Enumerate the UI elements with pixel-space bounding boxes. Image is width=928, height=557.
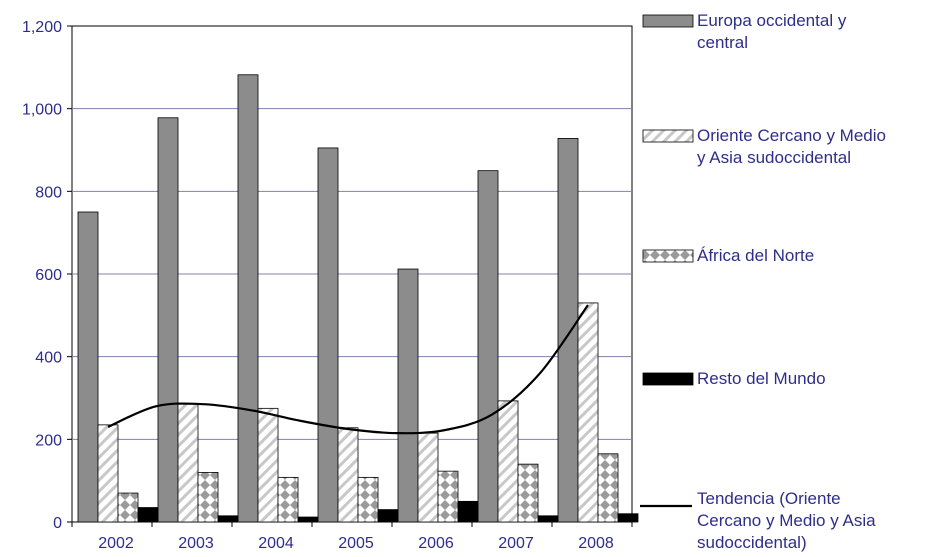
bar-3-2008: [597, 453, 619, 523]
legend-key-3: [642, 249, 694, 263]
bar-4-2008: [617, 513, 639, 523]
legend: Europa occidental y central Oriente Cercan…: [640, 11, 886, 552]
legend-label: Oriente Cercano y Medio: [697, 126, 886, 145]
bar-1-2004: [237, 74, 259, 523]
bar-4-2002: [137, 507, 159, 523]
legend-key-4: [642, 372, 694, 386]
bar-3-2002: [117, 492, 139, 523]
y-tick-label: 800: [35, 184, 62, 201]
bar-1-2002: [77, 211, 99, 523]
legend-label: Resto del Mundo: [697, 369, 826, 388]
bar-1-2003: [157, 117, 179, 523]
y-tick-label: 400: [35, 350, 62, 367]
x-tick-label: 2003: [178, 535, 214, 552]
y-tick-label: 0: [53, 515, 62, 532]
bar-4-2006: [457, 500, 479, 523]
y-tick-label: 1,200: [22, 19, 62, 36]
bar-2-2002: [97, 424, 119, 523]
legend-label: África del Norte: [697, 246, 814, 265]
legend-label: Tendencia (Oriente: [697, 489, 841, 508]
legend-label: sudoccidental): [697, 533, 807, 552]
x-tick-label: 2006: [418, 535, 454, 552]
x-tick-label: 2002: [98, 535, 134, 552]
bar-1-2006: [397, 268, 419, 523]
y-tick-label: 1,000: [22, 102, 62, 119]
x-tick-label: 2005: [338, 535, 374, 552]
bar-1-2007: [477, 170, 499, 523]
x-tick-label: 2008: [578, 535, 614, 552]
legend-key-1: [642, 14, 694, 28]
bar-2-2004: [257, 407, 279, 523]
bar-4-2007: [537, 515, 559, 523]
bar-2-2003: [177, 403, 199, 523]
legend-label: Europa occidental y: [697, 11, 847, 30]
bar-1-2005: [317, 147, 339, 523]
bar-3-2005: [357, 476, 379, 523]
plot-area: 0 200 400 600 800 1,000 1,200 2002 2003 2004 2005 2…: [22, 19, 639, 552]
bar-2-2007: [497, 400, 519, 523]
y-tick-label: 600: [35, 267, 62, 284]
x-tick-label: 2004: [258, 535, 294, 552]
bar-2-2006: [417, 432, 439, 523]
y-tick-label: 200: [35, 432, 62, 449]
bar-4-2003: [217, 515, 239, 523]
bar-4-2005: [377, 509, 399, 523]
trendline: [107, 304, 589, 435]
bar-3-2007: [517, 463, 539, 523]
bar-2-2005: [337, 427, 359, 523]
legend-label: y Asia sudoccidental: [697, 148, 851, 167]
bar-3-2004: [277, 476, 299, 523]
bar-3-2006: [437, 470, 459, 523]
bar-3-2003: [197, 471, 219, 523]
x-tick-label: 2007: [498, 535, 534, 552]
legend-key-2: [642, 129, 694, 143]
bar-4-2004: [297, 516, 319, 523]
legend-label: Cercano y Medio y Asia: [697, 511, 876, 530]
bar-1-2008: [557, 138, 579, 523]
bar-2-2008: [577, 302, 599, 523]
legend-label: central: [697, 33, 748, 52]
